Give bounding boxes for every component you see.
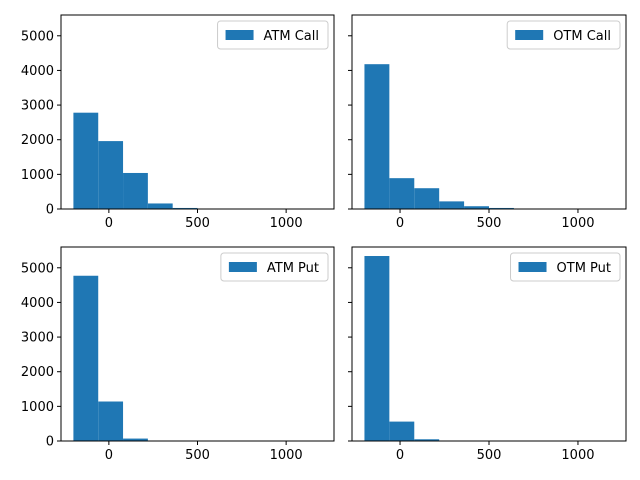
y-tick-label-atm-put-0: 0	[46, 435, 54, 450]
x-tick-label-atm-call-1000: 1000	[270, 216, 303, 231]
bar-atm-call-0	[73, 112, 99, 209]
bar-otm-call-4	[464, 206, 489, 209]
legend-swatch-otm-put	[518, 262, 547, 272]
panel-otm-put: 0 500 1000 OTM Put	[348, 246, 627, 463]
legend-swatch-atm-put	[228, 262, 257, 272]
bar-atm-put-0	[73, 275, 99, 441]
x-tick-label-otm-put-500: 500	[477, 448, 502, 463]
bar-otm-put-0	[364, 256, 390, 441]
legend-label-otm-call: OTM Call	[553, 29, 611, 44]
x-tick-label-atm-put-0: 0	[105, 448, 113, 463]
bar-atm-call-2	[123, 172, 148, 209]
bar-otm-call-2	[414, 188, 440, 209]
panel-otm-call: 0 500 1000 OTM Call	[348, 14, 627, 231]
legend-box-atm-put	[220, 252, 329, 282]
legend-swatch-atm-call	[225, 30, 254, 40]
legend-label-atm-put: ATM Put	[267, 261, 319, 276]
y-tick-label-atm-put-3000: 3000	[21, 331, 54, 346]
y-tick-label-atm-call-3000: 3000	[21, 99, 54, 114]
panel-atm-call: 0 500 1000 0 1000 2000 3000 4000 5000 ATM Call	[21, 14, 335, 231]
legend-box-atm-call	[217, 20, 329, 50]
y-tick-label-atm-call-0: 0	[46, 203, 54, 218]
bar-otm-call-5	[489, 207, 514, 209]
x-tick-label-atm-call-0: 0	[105, 216, 113, 231]
x-tick-label-atm-put-500: 500	[185, 448, 210, 463]
legend-atm-put: ATM Put	[220, 252, 329, 282]
x-tick-label-atm-call-500: 500	[185, 216, 210, 231]
x-tick-label-otm-call-1000: 1000	[561, 216, 594, 231]
bar-otm-call-3	[439, 201, 465, 209]
bar-atm-put-2	[123, 438, 148, 441]
x-tick-label-otm-call-500: 500	[477, 216, 502, 231]
bars-otm-call	[364, 64, 564, 209]
bar-otm-put-2	[414, 439, 440, 441]
legend-box-otm-call	[506, 20, 621, 50]
legend-box-otm-put	[510, 252, 621, 282]
y-tick-label-atm-call-5000: 5000	[21, 29, 54, 44]
legend-atm-call: ATM Call	[217, 20, 329, 50]
y-tick-label-atm-put-1000: 1000	[21, 400, 54, 415]
legend-otm-call: OTM Call	[506, 20, 621, 50]
x-tick-label-otm-call-0: 0	[396, 216, 404, 231]
y-tick-label-atm-put-2000: 2000	[21, 365, 54, 380]
legend-label-otm-put: OTM Put	[557, 261, 611, 276]
y-tick-label-atm-put-4000: 4000	[21, 296, 54, 311]
bar-otm-put-1	[389, 421, 415, 441]
panel-atm-put: 0 500 1000 0 1000 2000 3000 4000 5000 ATM Put	[21, 246, 335, 463]
y-tick-label-atm-put-5000: 5000	[21, 261, 54, 276]
x-tick-label-otm-put-0: 0	[396, 448, 404, 463]
y-tick-label-atm-call-4000: 4000	[21, 64, 54, 79]
bars-otm-put	[364, 256, 465, 441]
bars-atm-call	[73, 112, 223, 209]
x-tick-label-atm-put-1000: 1000	[270, 448, 303, 463]
bar-atm-call-1	[98, 141, 124, 209]
y-tick-label-atm-call-1000: 1000	[21, 168, 54, 183]
legend-swatch-otm-call	[515, 30, 544, 40]
legend-otm-put: OTM Put	[510, 252, 621, 282]
bar-otm-call-0	[364, 64, 390, 209]
x-tick-label-otm-put-1000: 1000	[561, 448, 594, 463]
y-tick-label-atm-call-2000: 2000	[21, 133, 54, 148]
bars-atm-put	[73, 275, 173, 441]
bar-otm-call-1	[389, 178, 415, 209]
bar-atm-put-1	[98, 401, 124, 441]
legend-label-atm-call: ATM Call	[264, 29, 319, 44]
bar-atm-call-3	[147, 203, 173, 209]
bar-atm-call-4	[172, 207, 198, 209]
